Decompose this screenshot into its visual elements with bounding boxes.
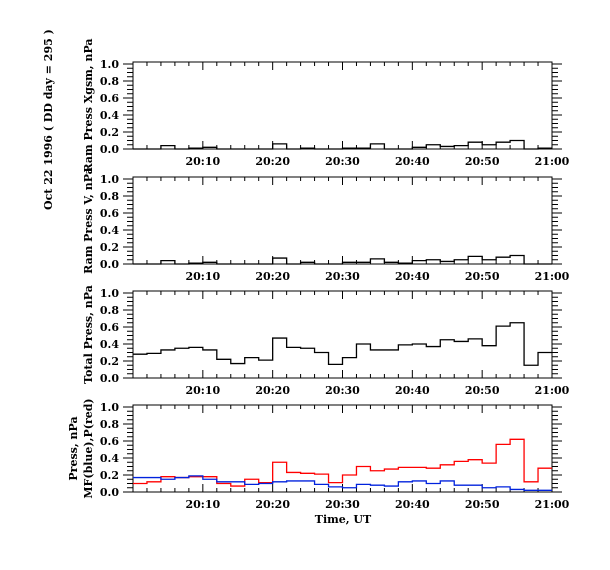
x-tick-label: 21:00: [535, 155, 570, 168]
x-tick-label: 20:20: [255, 384, 290, 397]
y-axis-label: MF(blue),P(red): [82, 398, 95, 498]
y-tick-label: 0.6: [100, 435, 119, 448]
y-tick-label: 0.4: [100, 109, 119, 122]
x-tick-label: 20:20: [255, 270, 290, 283]
x-tick-label: 20:10: [185, 155, 220, 168]
series-line-ram-press-v: [133, 254, 552, 265]
y-tick-label: 0.2: [100, 469, 119, 482]
x-tick-label: 21:00: [535, 384, 570, 397]
y-tick-label: 0.4: [100, 338, 119, 351]
x-tick-label: 20:20: [255, 498, 290, 511]
x-tick-label: 20:50: [465, 270, 500, 283]
x-tick-label: 20:50: [465, 155, 500, 168]
x-tick-label: 20:40: [395, 270, 430, 283]
y-tick-label: 0.6: [100, 92, 119, 105]
y-tick-label: 1.0: [100, 401, 119, 414]
x-tick-label: 20:30: [325, 155, 360, 168]
panel-3: 20:10 20:20 20:30 20:40 20:50 21:00 0.0 0.2 0.4 0…: [82, 285, 570, 397]
series-line-ram-press-xgsm: [133, 139, 552, 150]
x-tick-label: 21:00: [535, 498, 570, 511]
y-tick-label: 0.2: [100, 241, 119, 254]
x-tick-label: 20:40: [395, 498, 430, 511]
y-tick-label: 0.4: [100, 452, 119, 465]
y-tick-label: 1.0: [100, 173, 119, 186]
plot-frame: [132, 176, 553, 265]
y-tick-label: 0.8: [100, 75, 119, 88]
x-tick-label: 20:10: [185, 384, 220, 397]
y-tick-label: 0.0: [100, 143, 119, 156]
y-axis-label: Total Press, nPa: [82, 285, 95, 384]
y-axis-label: Ram Press V, nPa: [82, 167, 95, 274]
y-axis-label: Ram Press Xgsm, nPa: [82, 38, 95, 172]
x-tick-label: 20:30: [325, 384, 360, 397]
y-tick-label: 0.6: [100, 321, 119, 334]
y-tick-label: 0.0: [100, 486, 119, 499]
panel-1: 20:10 20:20 20:30 20:40 20:50 21:00 0.0 0.2 0.4 0…: [82, 38, 570, 172]
y-tick-label: 0.4: [100, 224, 119, 237]
x-tick-label: 20:20: [255, 155, 290, 168]
x-tick-label: 20:40: [395, 384, 430, 397]
x-tick-label: 21:00: [535, 270, 570, 283]
y-tick-label: 1.0: [100, 58, 119, 71]
x-tick-label: 20:30: [325, 498, 360, 511]
date-title: Oct 22 1996 ( DD day = 295 ): [42, 29, 55, 210]
plot-frame: [132, 61, 553, 150]
x-tick-label: 20:10: [185, 270, 220, 283]
panel-4: 20:10 20:20 20:30 20:40 20:50 21:00 0.0 0.2 0.4 0…: [67, 398, 570, 511]
x-tick-label: 20:10: [185, 498, 220, 511]
series-line-total-press: [133, 322, 552, 366]
y-tick-label: 0.8: [100, 190, 119, 203]
y-tick-label: 1.0: [100, 287, 119, 300]
x-tick-label: 20:30: [325, 270, 360, 283]
y-tick-label: 0.2: [100, 126, 119, 139]
x-tick-label: 20:50: [465, 498, 500, 511]
series-line-mf-blue-: [133, 475, 552, 491]
x-tick-label: 20:40: [395, 155, 430, 168]
y-tick-label: 0.2: [100, 355, 119, 368]
y-axis-label: Press, nPa: [67, 416, 80, 480]
panel-2: 20:10 20:20 20:30 20:40 20:50 21:00 0.0 0.2 0.4 0…: [82, 167, 570, 283]
x-tick-label: 20:50: [465, 384, 500, 397]
series-line-p-red-: [133, 438, 552, 487]
y-tick-label: 0.0: [100, 258, 119, 271]
y-tick-label: 0.0: [100, 372, 119, 385]
y-tick-label: 0.8: [100, 304, 119, 317]
x-axis-label: Time, UT: [315, 513, 372, 526]
y-tick-label: 0.6: [100, 207, 119, 220]
y-tick-label: 0.8: [100, 418, 119, 431]
